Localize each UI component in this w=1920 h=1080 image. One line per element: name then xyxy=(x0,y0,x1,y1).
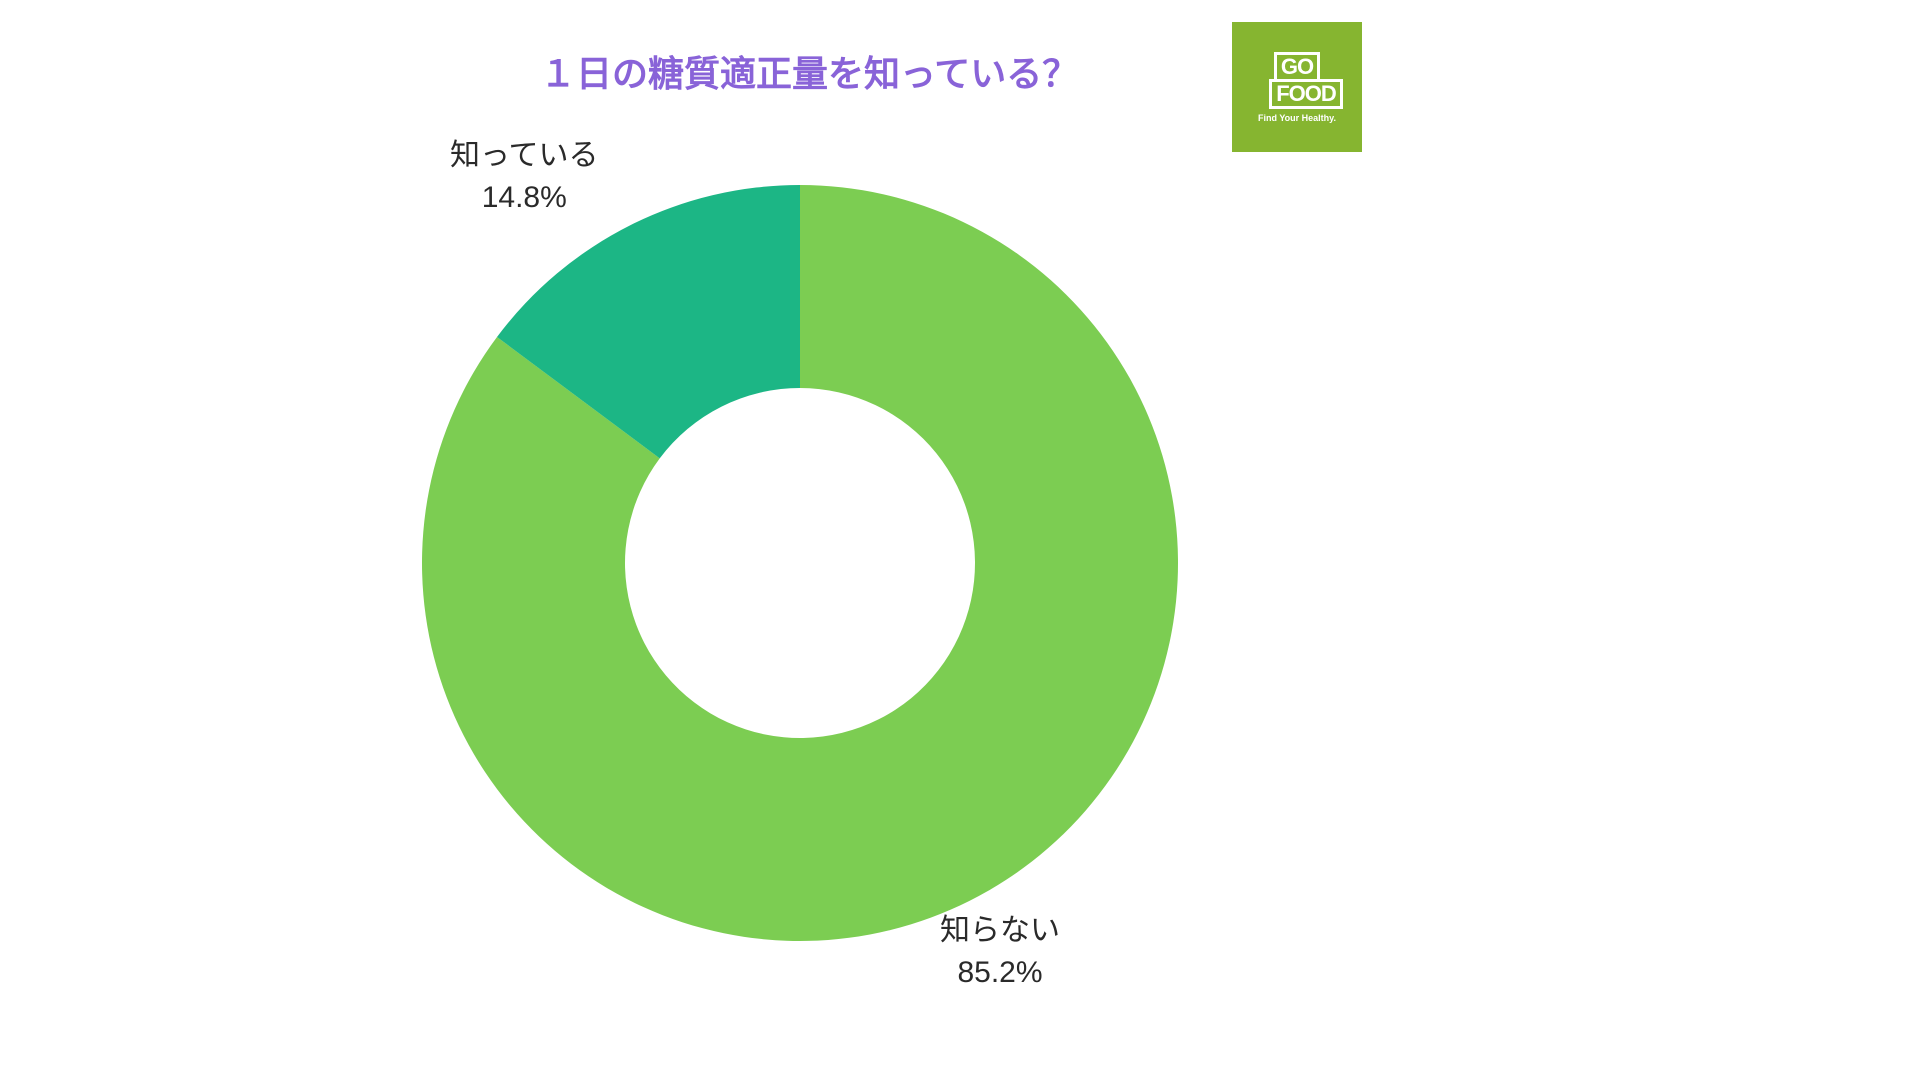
logo-line-2: FOOD xyxy=(1269,79,1343,109)
slice-label-percent-1: 14.8% xyxy=(450,177,599,219)
slice-label-1: 知っている14.8% xyxy=(450,135,599,219)
slice-label-percent-0: 85.2% xyxy=(940,952,1060,994)
brand-logo: GO FOOD Find Your Healthy. xyxy=(1232,22,1362,152)
slice-label-text-0: 知らない xyxy=(940,910,1060,952)
donut-chart xyxy=(412,175,1188,956)
logo-tagline: Find Your Healthy. xyxy=(1258,113,1336,123)
logo-line-1: GO xyxy=(1274,52,1320,82)
slice-label-0: 知らない85.2% xyxy=(940,910,1060,994)
chart-title: １日の糖質適正量を知っている？ xyxy=(540,45,1078,97)
donut-svg xyxy=(412,175,1188,951)
slice-label-text-1: 知っている xyxy=(450,135,599,177)
